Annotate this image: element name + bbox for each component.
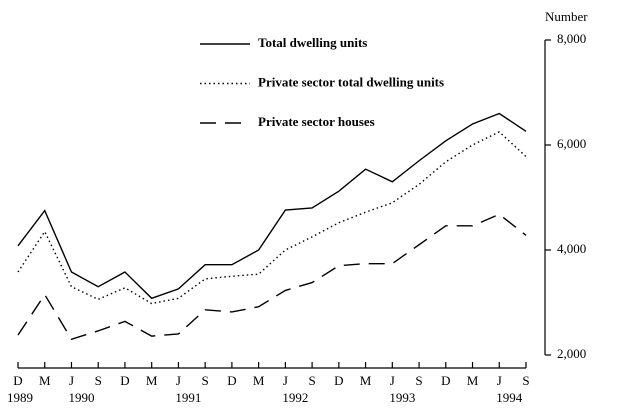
x-tick-label: S (308, 373, 315, 388)
x-year-label: 1994 (496, 390, 523, 405)
y-tick-label: 6,000 (557, 136, 586, 151)
x-tick-label: S (415, 373, 422, 388)
y-tick-label: 4,000 (557, 241, 586, 256)
legend-label: Private sector total dwelling units (258, 74, 444, 89)
x-tick-label: D (334, 373, 343, 388)
x-tick-label: S (522, 373, 529, 388)
x-tick-label: D (227, 373, 236, 388)
x-tick-label: J (390, 373, 395, 388)
x-tick-label: M (253, 373, 265, 388)
x-year-label: 1991 (175, 390, 201, 405)
x-tick-label: M (146, 373, 158, 388)
x-tick-label: D (441, 373, 450, 388)
x-tick-label: M (467, 373, 479, 388)
x-tick-label: J (283, 373, 288, 388)
x-tick-label: J (69, 373, 74, 388)
x-year-label: 1990 (68, 390, 94, 405)
x-year-label: 1993 (389, 390, 415, 405)
x-year-label: 1992 (282, 390, 308, 405)
x-year-label: 1989 (7, 390, 33, 405)
x-tick-label: M (39, 373, 51, 388)
x-tick-label: S (202, 373, 209, 388)
y-tick-label: 8,000 (557, 31, 586, 46)
y-axis-title: Number (545, 9, 588, 24)
x-tick-label: J (176, 373, 181, 388)
x-tick-label: M (360, 373, 372, 388)
series-line (17, 131, 527, 305)
x-tick-label: D (13, 373, 22, 388)
series-line (17, 112, 527, 300)
legend-label: Private sector houses (258, 114, 375, 129)
y-tick-label: 2,000 (557, 346, 586, 361)
legend-label: Total dwelling units (258, 35, 367, 50)
x-tick-label: D (120, 373, 129, 388)
x-tick-label: J (497, 373, 502, 388)
series-line (17, 213, 527, 341)
x-tick-label: S (95, 373, 102, 388)
